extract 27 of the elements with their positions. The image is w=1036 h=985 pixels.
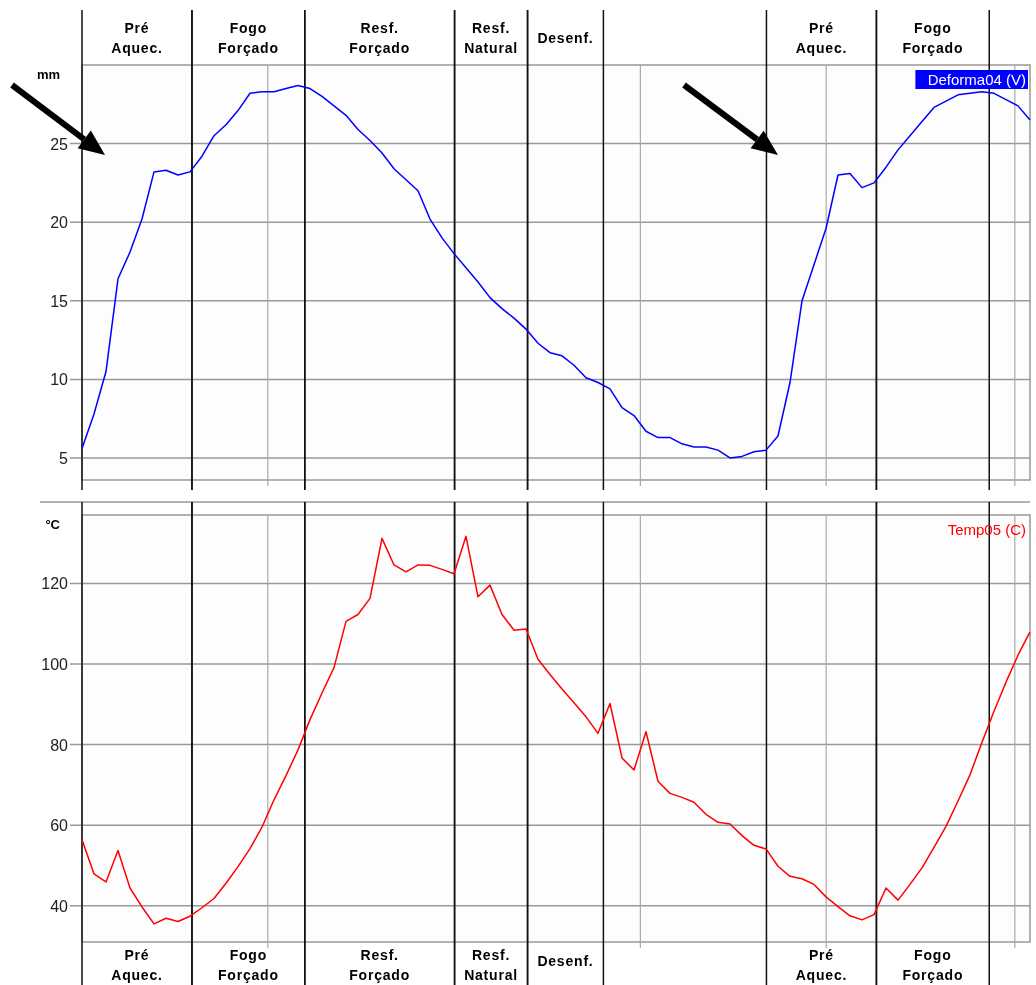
text: Resf. Natural <box>464 947 518 983</box>
text: Desenf. <box>537 953 594 969</box>
y-tick-label: 10 <box>50 371 69 389</box>
text: Fogo Forçado <box>217 947 279 983</box>
text: Pré Aquec. <box>111 947 163 983</box>
y-tick-label: 80 <box>50 736 69 754</box>
series-label: Deforma04 (V) <box>927 71 1026 88</box>
y-axis-title: mm <box>36 67 60 82</box>
y-tick-label: 120 <box>41 575 69 593</box>
text: Resf. Natural <box>464 20 518 56</box>
y-tick-label: 100 <box>41 656 69 674</box>
text: Fogo Forçado <box>902 947 964 983</box>
y-tick-label: 15 <box>50 292 69 310</box>
y-tick-label: 20 <box>50 214 69 232</box>
text: Fogo Forçado <box>217 20 279 56</box>
text: Pré Aquec. <box>795 947 848 983</box>
text: Desenf. <box>537 30 594 46</box>
text: Pré Aquec. <box>111 20 163 56</box>
text: Pré Aquec. <box>795 20 848 56</box>
y-tick-label: 40 <box>50 897 69 915</box>
y-tick-label: 5 <box>59 449 69 467</box>
y-tick-label: 60 <box>50 817 69 835</box>
y-tick-label: 25 <box>50 135 69 153</box>
text: Resf. Forçado <box>349 20 411 56</box>
text: Resf. Forçado <box>349 947 411 983</box>
text: Fogo Forçado <box>902 20 964 56</box>
y-axis-title: °C <box>45 517 61 532</box>
